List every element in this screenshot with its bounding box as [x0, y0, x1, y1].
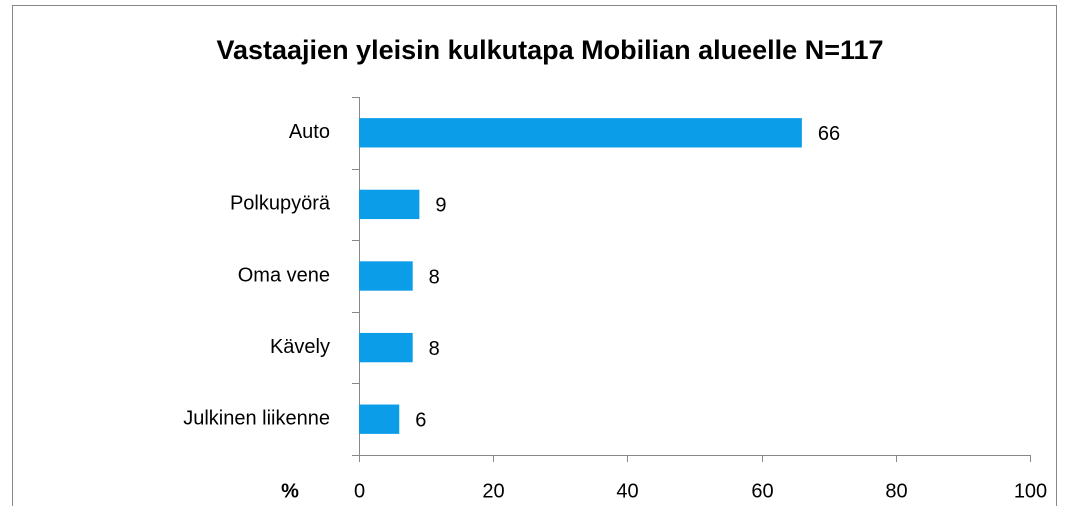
bar [359, 404, 400, 434]
data-label: 8 [429, 266, 440, 288]
chart-title: Vastaajien yleisin kulkutapa Mobilian al… [216, 35, 883, 65]
y-tick-label: Julkinen liikenne [183, 407, 330, 429]
x-tick-label: 60 [751, 480, 773, 502]
x-tick-label: 20 [482, 480, 504, 502]
y-tick-label: Auto [289, 121, 330, 143]
bar [359, 261, 413, 291]
bar [359, 118, 802, 148]
chart-frame [12, 5, 1057, 506]
x-tick-label: 40 [616, 480, 638, 502]
bar [359, 332, 413, 363]
x-tick-label: 100 [1014, 480, 1047, 502]
x-tick-label: 0 [354, 480, 365, 502]
data-label: 8 [429, 338, 440, 360]
bar [359, 189, 420, 220]
y-tick-label: Polkupyörä [230, 193, 331, 215]
data-label: 6 [415, 409, 426, 431]
y-tick-label: Kävely [270, 336, 330, 358]
data-label: 66 [818, 123, 840, 145]
data-label: 9 [435, 195, 446, 217]
x-tick-label: 80 [885, 480, 907, 502]
y-tick-label: Oma vene [238, 264, 330, 286]
x-axis-label: % [281, 480, 299, 502]
